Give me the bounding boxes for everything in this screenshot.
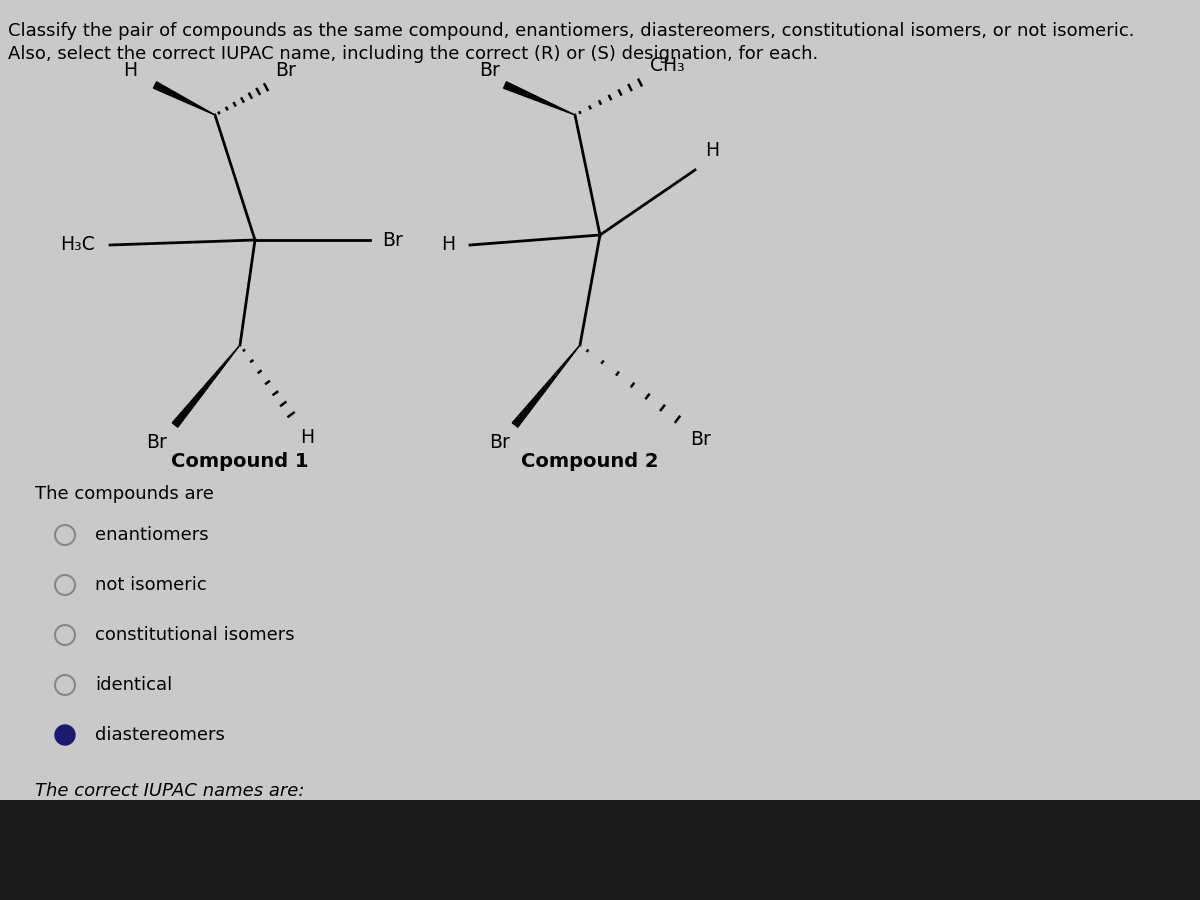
Text: enantiomers: enantiomers — [95, 526, 209, 544]
Text: Br: Br — [382, 230, 403, 249]
Text: Br: Br — [146, 433, 167, 452]
Text: diastereomers: diastereomers — [95, 726, 224, 744]
Circle shape — [55, 675, 74, 695]
Polygon shape — [512, 345, 580, 427]
Circle shape — [55, 575, 74, 595]
Text: Br: Br — [479, 61, 500, 80]
Text: CH₃: CH₃ — [650, 56, 685, 75]
Text: Compound 2: Compound 2 — [521, 452, 659, 471]
Text: Br: Br — [490, 433, 510, 452]
Text: not isomeric: not isomeric — [95, 576, 206, 594]
Polygon shape — [504, 82, 575, 115]
Text: Classify the pair of compounds as the same compound, enantiomers, diastereomers,: Classify the pair of compounds as the sa… — [8, 22, 1134, 40]
Text: H: H — [300, 428, 314, 447]
Text: Also, select the correct IUPAC name, including the correct (R) or (S) designatio: Also, select the correct IUPAC name, inc… — [8, 45, 818, 63]
Circle shape — [55, 525, 74, 545]
Polygon shape — [154, 82, 215, 115]
Text: Br: Br — [690, 430, 710, 449]
Text: H: H — [706, 141, 719, 160]
Text: H: H — [440, 236, 455, 255]
Text: Compound 1: Compound 1 — [172, 452, 308, 471]
Polygon shape — [173, 345, 240, 427]
Bar — [0, 800, 1200, 900]
Text: Br: Br — [275, 61, 296, 80]
Text: identical: identical — [95, 676, 173, 694]
Text: H: H — [122, 61, 137, 80]
Bar — [0, 0, 1200, 800]
Circle shape — [55, 625, 74, 645]
Circle shape — [55, 725, 74, 745]
Text: The compounds are: The compounds are — [35, 485, 214, 503]
Text: The correct IUPAC names are:: The correct IUPAC names are: — [35, 782, 305, 800]
Text: constitutional isomers: constitutional isomers — [95, 626, 295, 644]
Text: H₃C: H₃C — [60, 236, 95, 255]
